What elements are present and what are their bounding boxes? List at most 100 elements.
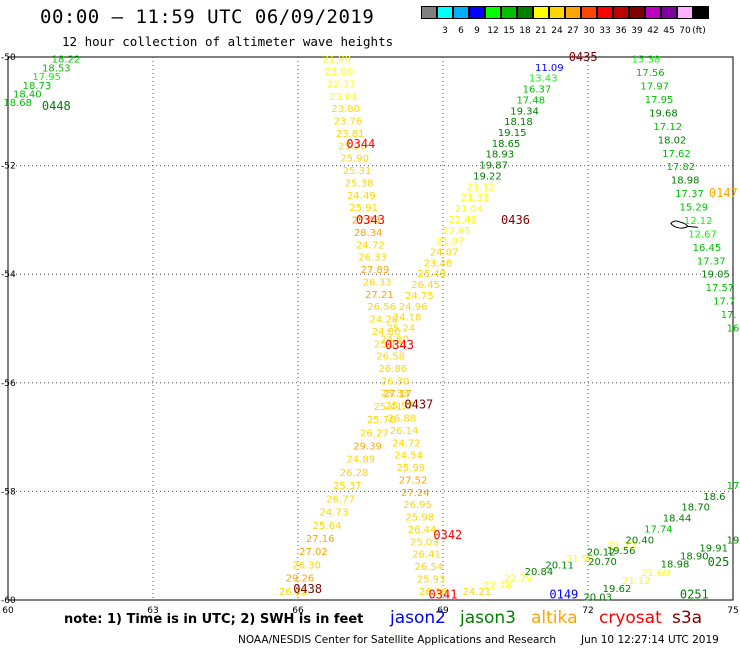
wave-height-reading: 11.09 [535,63,564,74]
wave-height-reading: 27.52 [399,475,428,486]
wave-height-reading: 23.00 [325,67,354,78]
wave-height-reading: 19.15 [498,128,527,139]
wave-height-reading: 25.20 [338,141,367,152]
wave-height-reading: 27.21 [365,290,394,301]
wave-height-reading: 12.12 [684,216,713,227]
color-scale-swatch [517,6,533,19]
wave-height-reading: 17.95 [32,72,61,83]
wave-height-reading: 22.37 [327,79,356,90]
wave-height-reading: 17.62 [662,149,691,160]
wave-height-reading: 23.01 [329,92,358,103]
wave-height-reading: 16.45 [693,243,722,254]
wave-height-reading: 19.68 [649,108,678,119]
color-scale-label: 15 [503,26,515,36]
wave-height-reading: 18.98 [671,176,700,187]
color-scale-swatch [629,6,645,19]
pass-time-label: 0438 [293,582,322,596]
wave-height-reading: 29.26 [286,574,315,585]
wave-height-reading: 15.38 [632,55,661,66]
wave-height-reading: 26.92 [279,587,308,598]
pass-time-label: 025 [708,555,730,569]
wave-height-reading: 26.16 [419,587,448,598]
wave-height-reading: 19.05 [701,270,730,281]
wave-height-reading: 18.65 [492,139,521,150]
wave-height-reading: 26.86 [379,364,408,375]
wave-height-reading: 18.02 [658,135,687,146]
color-scale-swatch [613,6,629,19]
wave-height-reading: 24.73 [319,508,348,519]
wave-height-reading: 19.62 [603,584,632,595]
x-tick-label: 63 [147,606,158,616]
wave-height-reading: 18.53 [42,63,71,74]
wave-height-reading: 15.29 [680,203,709,214]
wave-height-reading: 17.48 [516,95,545,106]
color-scale-label: 39 [631,26,643,36]
wave-height-reading: 19.87 [479,161,508,172]
wave-height-reading: 17. [721,310,737,321]
wave-height-reading: 17.37 [675,189,704,200]
x-tick-label: 75 [727,606,738,616]
wave-height-reading: 25.31 [343,166,372,177]
legend-cryosat: cryosat [599,608,662,628]
x-tick-label: 60 [2,606,14,616]
pass-time-label: 0251 [680,588,709,602]
wave-height-reading: 25.41 [374,402,403,413]
wave-height-reading: 18.40 [13,89,42,100]
wave-height-reading: 24.89 [347,455,376,466]
wave-height-reading: 28.34 [354,228,383,239]
pass-time-label: 0343 [356,213,385,227]
wave-height-reading: 17 [727,481,740,492]
map-subtitle: 12 hour collection of altimeter wave hei… [62,34,394,49]
wave-height-reading: 26.30 [292,560,321,571]
pass-time-label: 0448 [42,99,71,113]
wave-height-reading: 21.04 [455,204,484,215]
y-tick-label: -60 [1,596,16,606]
wave-height-reading: 26.30 [381,376,410,387]
wave-height-reading: 18.70 [681,503,710,514]
wave-height-reading: 22.79 [504,574,533,585]
color-scale-label: 42 [647,26,659,36]
wave-height-reading: 26.28 [340,468,369,479]
color-scale-label: 30 [583,26,595,36]
wave-height-reading: 25.99 [397,463,426,474]
wave-height-reading: 24.72 [356,240,385,251]
wave-height-reading: 21.97 [436,237,465,248]
wave-height-reading: 21.90 [322,55,351,66]
footer-note: note: 1) Time is in UTC; 2) SWH is in fe… [64,612,364,627]
wave-height-reading: 12.67 [688,229,717,240]
wave-height-reading: 18.98 [661,560,690,571]
wave-height-reading: 20.11 [545,560,574,571]
wave-height-reading: 18.18 [504,117,533,128]
wave-height-reading: 26.58 [376,352,405,363]
color-scale-label: 3 [442,26,448,36]
wave-height-reading: 24.18 [393,313,422,324]
wave-height-reading: 25.97 [385,401,414,412]
wave-height-reading: 23.76 [334,117,363,128]
wave-height-reading: 20.70 [588,557,617,568]
wave-height-reading: 26.45 [411,280,440,291]
color-scale-swatch [501,6,517,19]
pass-time-label: 0342 [433,528,462,542]
wave-height-reading: 21.72 [608,541,637,552]
legend-jason3: jason3 [460,608,516,628]
pass-time-label: 0344 [346,137,375,151]
wave-height-reading: 19 [727,535,740,546]
legend-jason2: jason2 [390,608,446,628]
pass-time-label: 0341 [429,588,458,602]
color-scale-label: 6 [458,26,464,36]
color-scale-label: 70 [679,26,691,36]
y-tick-label: -50 [1,53,16,63]
pass-time-label: 0437 [404,398,433,412]
color-scale-label: 36 [615,26,627,36]
wave-height-reading: 17.56 [636,68,665,79]
generated-timestamp: Jun 10 12:27:14 UTC 2019 [581,634,719,646]
wave-height-reading: 23.80 [331,104,360,115]
wave-height-reading: 24.54 [394,451,423,462]
color-scale-label: 21 [535,26,547,36]
pass-time-label: 0436 [501,213,530,227]
wave-height-reading: 24.07 [430,247,459,258]
wave-height-reading: 25.33 [380,389,409,400]
wave-height-reading: 25.37 [333,481,362,492]
wave-height-reading: 23.46 [424,258,453,269]
